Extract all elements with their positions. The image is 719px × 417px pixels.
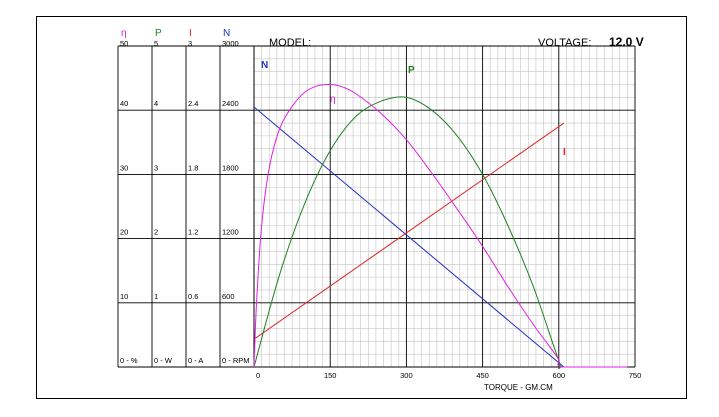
axis-tick-label-eta: 20: [120, 228, 128, 237]
grid-major: [118, 45, 636, 368]
x-axis-label: TORQUE - GM.CM: [484, 383, 553, 392]
x-tick-label: 0: [256, 371, 260, 380]
chart-frame: [36, 16, 687, 399]
axis-symbol-I: I: [189, 28, 192, 39]
series-label-P: P: [408, 65, 415, 76]
axis-tick-label-I: 1.2: [188, 228, 198, 237]
series-layer: [253, 83, 628, 369]
axis-tick-label-I: 0 - A: [188, 356, 203, 365]
axis-tick-label-eta: 0 - %: [120, 356, 138, 365]
series-label-N: N: [261, 60, 268, 71]
series-line-N: [253, 106, 565, 368]
model-label: MODEL:: [269, 37, 311, 49]
axis-tick-label-P: 3: [154, 163, 158, 172]
axis-columns: η 0 - % 10 20 30 40 50 P 0 - W 1 2 3 4 5 I 0 - A 0.6 1.2 1…: [117, 28, 255, 367]
axis-symbol-N: N: [223, 28, 230, 39]
axis-tick-label-P: 0 - W: [154, 356, 173, 365]
x-tick-label: 450: [476, 371, 489, 380]
series-line-eta: [253, 83, 628, 368]
axis-tick-label-N: 1200: [222, 228, 239, 237]
grid-minor: [254, 46, 635, 367]
axis-tick-label-I: 2.4: [188, 99, 198, 108]
axis-tick-label-I: 3: [188, 39, 192, 48]
axis-tick-label-P: 1: [154, 292, 158, 301]
axis-tick-label-eta: 50: [120, 39, 128, 48]
voltage-value: 12.0 V: [609, 35, 644, 49]
x-tick-label: 150: [324, 371, 337, 380]
label-layer: MODEL: VOLTAGE: 12.0 V TORQUE - GM.CM 0 1…: [256, 35, 644, 392]
series-label-I: I: [563, 147, 566, 158]
x-tick-label: 300: [400, 371, 413, 380]
axis-tick-label-P: 5: [154, 39, 158, 48]
axis-tick-label-P: 4: [154, 99, 158, 108]
axis-symbol-eta: η: [121, 28, 127, 39]
voltage-label: VOLTAGE:: [538, 37, 591, 49]
series-line-I: [253, 122, 565, 340]
x-tick-label: 750: [629, 371, 642, 380]
axis-tick-label-eta: 10: [120, 292, 128, 301]
axis-tick-label-N: 3000: [222, 39, 239, 48]
axis-tick-label-eta: 30: [120, 163, 128, 172]
series-label-eta: η: [330, 94, 336, 105]
axis-tick-label-N: 600: [222, 292, 235, 301]
axis-symbol-P: P: [155, 28, 162, 39]
axis-tick-label-N: 0 - RPM: [222, 356, 250, 365]
axis-tick-label-N: 1800: [222, 163, 239, 172]
series-line-P: [253, 96, 628, 369]
axis-tick-label-eta: 40: [120, 99, 128, 108]
axis-tick-label-I: 0.6: [188, 292, 198, 301]
axis-tick-label-P: 2: [154, 228, 158, 237]
axis-tick-label-N: 2400: [222, 99, 239, 108]
x-tick-label: 600: [553, 371, 566, 380]
axis-tick-label-I: 1.8: [188, 163, 198, 172]
